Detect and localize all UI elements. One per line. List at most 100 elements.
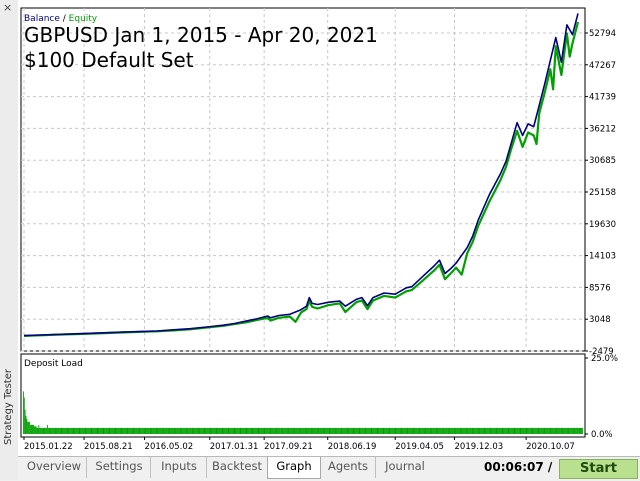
deposit-load-bar bbox=[298, 427, 300, 434]
tab-journal[interactable]: Journal bbox=[385, 459, 425, 473]
deposit-load-bar bbox=[413, 427, 415, 434]
deposit-load-bar bbox=[381, 427, 383, 434]
deposit-load-bar bbox=[274, 427, 276, 434]
deposit-load-bar bbox=[368, 427, 370, 434]
tab-overview[interactable]: Overview bbox=[22, 457, 87, 478]
deposit-load-bar bbox=[498, 427, 500, 434]
deposit-load-bar bbox=[287, 427, 289, 434]
deposit-load-bar bbox=[106, 427, 108, 434]
tab-inputs[interactable]: Inputs bbox=[152, 457, 207, 478]
deposit-load-bar bbox=[300, 427, 302, 434]
deposit-load-bar bbox=[84, 427, 86, 434]
deposit-load-bar bbox=[243, 427, 245, 434]
deposit-load-bar bbox=[186, 427, 188, 434]
deposit-load-bar bbox=[485, 427, 487, 434]
deposit-load-bar bbox=[511, 427, 512, 434]
deposit-load-bar bbox=[403, 427, 405, 434]
deposit-load-bar bbox=[402, 427, 404, 434]
deposit-load-bar bbox=[520, 427, 522, 434]
x-tick-label: 2015.08.21 bbox=[84, 442, 133, 452]
deposit-load-bar bbox=[231, 427, 232, 434]
deposit-load-bar bbox=[338, 427, 339, 434]
deposit-load-bar bbox=[508, 427, 510, 434]
deposit-load-bar bbox=[28, 421, 30, 434]
deposit-load-bar bbox=[160, 427, 161, 434]
deposit-load-bar bbox=[202, 427, 204, 434]
deposit-load-bar bbox=[151, 427, 153, 434]
deposit-load-bar bbox=[30, 424, 32, 434]
deposit-load-bar bbox=[487, 427, 489, 434]
deposit-load-bar bbox=[578, 427, 580, 434]
deposit-load-bar bbox=[438, 427, 440, 434]
deposit-load-bar bbox=[56, 427, 58, 434]
y-tick-label: 25158 bbox=[589, 188, 616, 198]
deposit-load-bar bbox=[581, 427, 583, 434]
deposit-load-bar bbox=[143, 427, 145, 434]
deposit-load-bar bbox=[410, 427, 411, 434]
deposit-load-bar bbox=[82, 427, 83, 434]
deposit-load-bar bbox=[356, 427, 358, 434]
deposit-load-bar bbox=[468, 427, 470, 434]
deposit-load-bar bbox=[357, 427, 359, 434]
deposit-load-bar bbox=[502, 427, 504, 434]
deposit-load-bar bbox=[47, 427, 49, 434]
deposit-load-bar bbox=[374, 427, 376, 434]
deposit-load-bar bbox=[103, 427, 105, 434]
legend-balance: Balance bbox=[24, 14, 60, 24]
deposit-load-bar bbox=[273, 427, 274, 434]
close-icon[interactable]: × bbox=[3, 1, 13, 14]
deposit-load-bar bbox=[479, 427, 481, 434]
deposit-load-bar bbox=[380, 427, 381, 434]
deposit-load-bar bbox=[26, 418, 28, 434]
deposit-load-bar bbox=[260, 427, 262, 434]
deposit-load-bar bbox=[96, 427, 98, 434]
deposit-load-bar bbox=[504, 427, 506, 434]
deposit-load-bar bbox=[195, 427, 196, 434]
deposit-load-bar bbox=[370, 427, 372, 434]
deposit-load-bar bbox=[457, 427, 459, 434]
deposit-load-bar bbox=[386, 427, 387, 434]
deposit-load-bar bbox=[294, 427, 296, 434]
deposit-load-bar bbox=[101, 427, 103, 434]
deposit-load-bar bbox=[110, 427, 112, 434]
deposit-load-bar bbox=[423, 427, 425, 434]
x-tick-label: 2017.09.21 bbox=[264, 442, 313, 452]
deposit-load-bar bbox=[532, 427, 534, 434]
deposit-load-bar bbox=[363, 427, 365, 434]
deposit-load-bar bbox=[376, 427, 378, 434]
deposit-load-bar bbox=[558, 427, 560, 434]
tab-settings[interactable]: Settings bbox=[88, 457, 151, 478]
deposit-load-bar bbox=[204, 427, 206, 434]
deposit-load-bar bbox=[340, 427, 342, 434]
deposit-load-bar bbox=[194, 427, 196, 434]
deposit-load-bar bbox=[133, 427, 135, 434]
deposit-load-bar bbox=[434, 427, 435, 434]
deposit-load-bar bbox=[308, 427, 309, 434]
deposit-load-bar bbox=[418, 427, 420, 434]
deposit-load-bar bbox=[266, 427, 268, 434]
deposit-load-bar bbox=[219, 427, 221, 434]
deposit-load-bar bbox=[92, 427, 94, 434]
deposit-load-bar bbox=[226, 427, 228, 434]
deposit-load-bar bbox=[582, 427, 583, 434]
tab-graph[interactable]: Graph bbox=[267, 457, 321, 479]
x-tick-label: 2019.12.03 bbox=[455, 442, 504, 452]
deposit-load-bar bbox=[234, 427, 236, 434]
deposit-load-bar bbox=[51, 427, 53, 434]
deposit-load-bar bbox=[495, 427, 497, 434]
graph-panel: 52794 47267 41739 36212 30685 25158 19630 14103… bbox=[18, 0, 640, 456]
deposit-load-bar bbox=[76, 427, 78, 434]
deposit-load-bar bbox=[164, 427, 166, 434]
deposit-load-bar bbox=[399, 427, 401, 434]
deposit-load-bar bbox=[29, 424, 31, 434]
deposit-load-bar bbox=[106, 427, 107, 434]
deposit-load-bar bbox=[295, 427, 297, 434]
start-button[interactable]: Start bbox=[559, 459, 638, 479]
deposit-load-bar bbox=[63, 427, 65, 434]
deposit-load-bar bbox=[559, 427, 560, 434]
deposit-load-bar bbox=[463, 427, 465, 434]
tab-backtest[interactable]: Backtest bbox=[211, 459, 262, 473]
tab-agents[interactable]: Agents bbox=[321, 457, 376, 478]
deposit-load-bar bbox=[187, 427, 189, 434]
tester-tab-bar: Overview Settings Inputs Backtest Graph … bbox=[18, 456, 640, 481]
